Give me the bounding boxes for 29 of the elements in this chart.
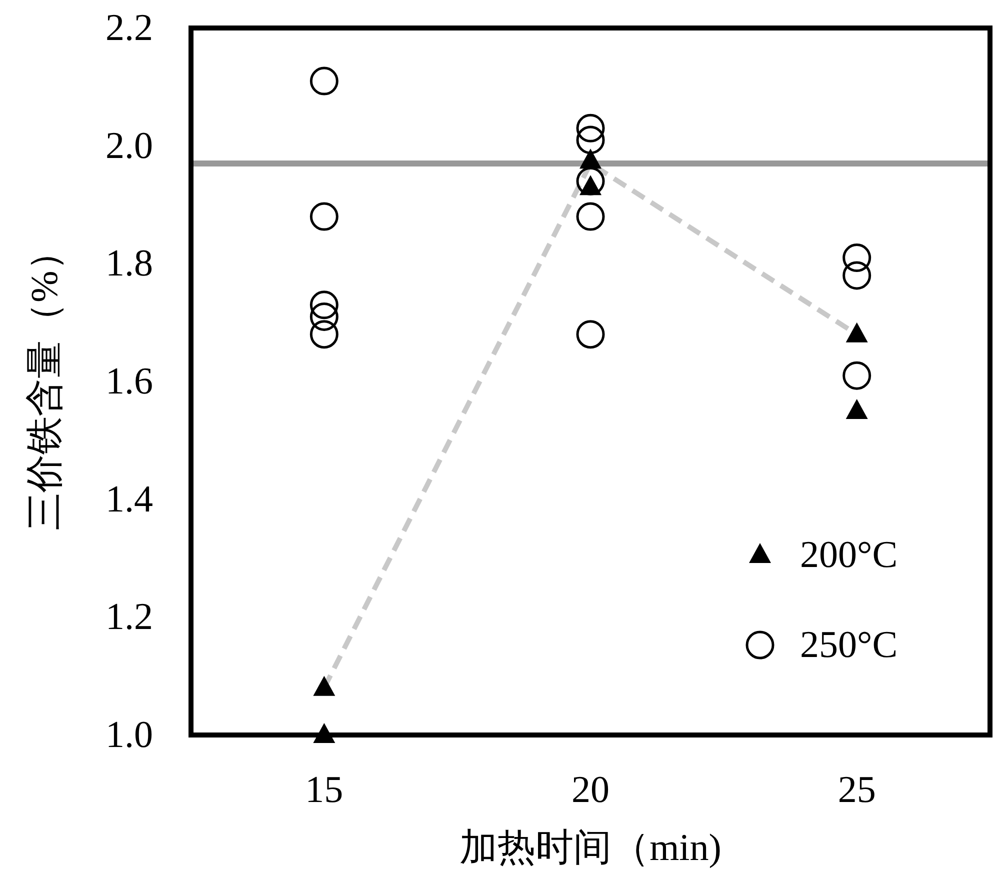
point xyxy=(310,66,338,96)
point xyxy=(310,302,338,331)
point xyxy=(310,202,338,231)
point xyxy=(576,202,605,231)
legend-label: 200°C xyxy=(800,534,898,576)
point xyxy=(310,290,338,320)
point xyxy=(842,361,872,390)
y-tick-label: 1.8 xyxy=(106,242,153,285)
legend-label: 250°C xyxy=(800,624,898,666)
x-axis-title: 加热时间（min) xyxy=(460,827,722,869)
point xyxy=(846,398,868,419)
point xyxy=(313,676,336,696)
point xyxy=(842,261,872,290)
y-tick-label: 1.2 xyxy=(106,596,153,638)
y-axis-title: 三价铁含量（%） xyxy=(24,232,66,530)
point xyxy=(576,114,605,142)
y-tick-label: 1.0 xyxy=(106,714,153,756)
point xyxy=(310,320,338,349)
y-tick-label: 1.6 xyxy=(106,360,153,402)
x-tick-label: 20 xyxy=(572,769,610,811)
y-tick-label: 2.2 xyxy=(106,7,153,49)
x-tick-label: 25 xyxy=(838,769,876,811)
point xyxy=(576,166,605,196)
x-tick-label: 15 xyxy=(305,769,344,811)
point xyxy=(842,244,872,272)
point xyxy=(576,320,605,349)
y-tick-label: 1.4 xyxy=(106,478,153,520)
point xyxy=(576,126,605,154)
y-tick-label: 2.0 xyxy=(106,124,153,167)
